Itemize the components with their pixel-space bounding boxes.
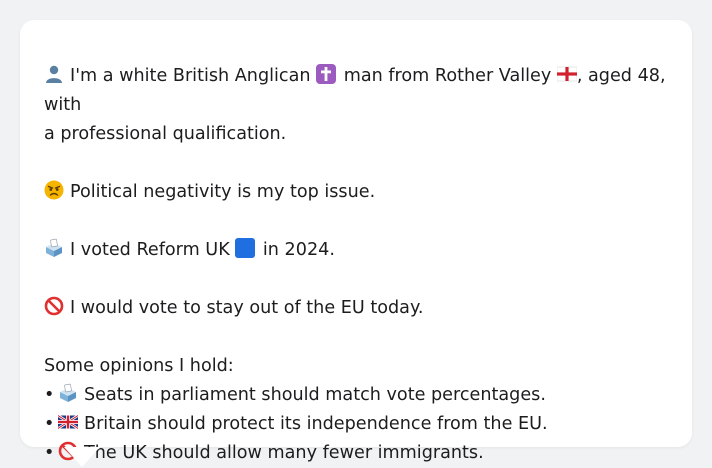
opinion-text: The UK should allow many fewer immigrant… xyxy=(84,443,484,463)
intro-line: I'm a white British Anglican man from Ro… xyxy=(44,62,668,149)
ballot-box-icon xyxy=(58,383,78,403)
blue-square-icon xyxy=(235,238,256,258)
opinion-text: Britain should protect its independence … xyxy=(84,414,548,434)
no-entry-icon xyxy=(44,296,64,316)
bullet: • xyxy=(44,385,55,405)
speech-bubble-tail xyxy=(64,447,100,467)
opinion-item-2: • Britain should protect its independence… xyxy=(44,410,668,439)
opinions-header: Some opinions I hold: xyxy=(44,356,234,376)
intro-mid: man from Rother Valley xyxy=(343,66,552,86)
eu-stance-text: I would vote to stay out of the EU today… xyxy=(70,298,424,318)
vote-after: in 2024. xyxy=(262,240,335,260)
intro-end: , aged 48, with xyxy=(44,66,666,115)
ballot-box-icon xyxy=(44,238,64,258)
top-issue-line: Political negativity is my top issue. xyxy=(44,178,668,207)
opinion-text: Seats in parliament should match vote pe… xyxy=(84,385,546,405)
bullet: • xyxy=(44,443,55,463)
opinion-item-3: • The UK should allow many fewer immigran… xyxy=(44,439,668,468)
person-icon xyxy=(44,64,64,84)
opinion-item-1: • Seats in parliament should match vote p… xyxy=(44,381,668,410)
intro-text: I'm a white British Anglican xyxy=(70,66,311,86)
angry-face-icon xyxy=(44,180,64,200)
eu-line: I would vote to stay out of the EU today… xyxy=(44,294,668,323)
vote-before: I voted Reform UK xyxy=(70,240,230,260)
england-flag-icon xyxy=(556,64,577,84)
top-issue-text: Political negativity is my top issue. xyxy=(70,182,376,202)
vote-line: I voted Reform UK in 2024. xyxy=(44,236,668,265)
uk-flag-icon xyxy=(58,412,78,432)
latin-cross-icon xyxy=(316,64,337,84)
profile-card: I'm a white British Anglican man from Ro… xyxy=(20,20,692,467)
bullet: • xyxy=(44,414,55,434)
intro-line2: a professional qualification. xyxy=(44,124,287,144)
